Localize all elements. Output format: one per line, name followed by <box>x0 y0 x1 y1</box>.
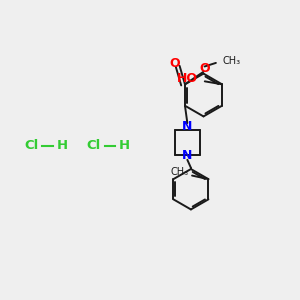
Text: Cl: Cl <box>86 139 101 152</box>
Text: N: N <box>182 149 193 162</box>
Text: H: H <box>119 139 130 152</box>
Text: N: N <box>182 120 193 133</box>
Text: CH₃: CH₃ <box>170 167 188 177</box>
Text: CH₃: CH₃ <box>222 56 241 66</box>
Text: O: O <box>199 62 210 75</box>
Text: O: O <box>169 57 180 70</box>
Text: HO: HO <box>177 73 198 85</box>
Text: H: H <box>57 139 68 152</box>
Text: Cl: Cl <box>24 139 38 152</box>
